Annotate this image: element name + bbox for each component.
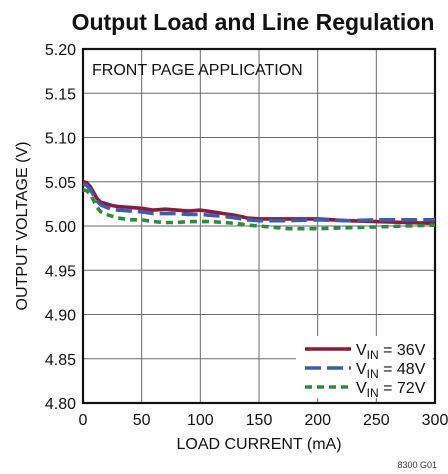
figure-number: 8300 G01: [397, 460, 437, 470]
y-tick-label: 5.05: [45, 175, 76, 192]
x-axis-label: LOAD CURRENT (mA): [176, 436, 341, 453]
x-tick-label: 50: [133, 412, 151, 429]
tick-labels: 0 50 100 150 200 250 300 4.80 4.85 4.90 4.95 5.00 5.…: [45, 42, 448, 429]
y-axis-label: OUTPUT VOLTAGE (V): [14, 142, 31, 311]
series-line-2: [82, 182, 435, 223]
x-tick-label: 300: [422, 412, 448, 429]
legend-label-2: VIN = 48V: [356, 361, 426, 381]
x-tick-label: 150: [246, 412, 273, 429]
x-tick-label: 200: [304, 412, 331, 429]
y-tick-label: 5.20: [45, 42, 76, 59]
series-layer: [82, 180, 436, 231]
legend-label-1: VIN = 36V: [356, 342, 426, 362]
series-line-3: [82, 187, 436, 231]
chart-title: Output Load and Line Regulation: [72, 9, 435, 35]
x-tick-label: 0: [79, 412, 88, 429]
plot-annotation: FRONT PAGE APPLICATION: [92, 62, 303, 79]
y-tick-label: 5.00: [45, 219, 76, 236]
y-tick-label: 5.15: [45, 86, 76, 103]
y-tick-label: 4.85: [45, 352, 76, 369]
legend-label-3: VIN = 72V: [356, 380, 426, 400]
x-tick-label: 250: [363, 412, 390, 429]
x-tick-label: 100: [187, 412, 214, 429]
y-tick-label: 4.95: [45, 263, 76, 280]
y-tick-label: 5.10: [45, 131, 76, 148]
y-tick-label: 4.90: [45, 308, 76, 325]
y-tick-label: 4.80: [45, 396, 76, 413]
